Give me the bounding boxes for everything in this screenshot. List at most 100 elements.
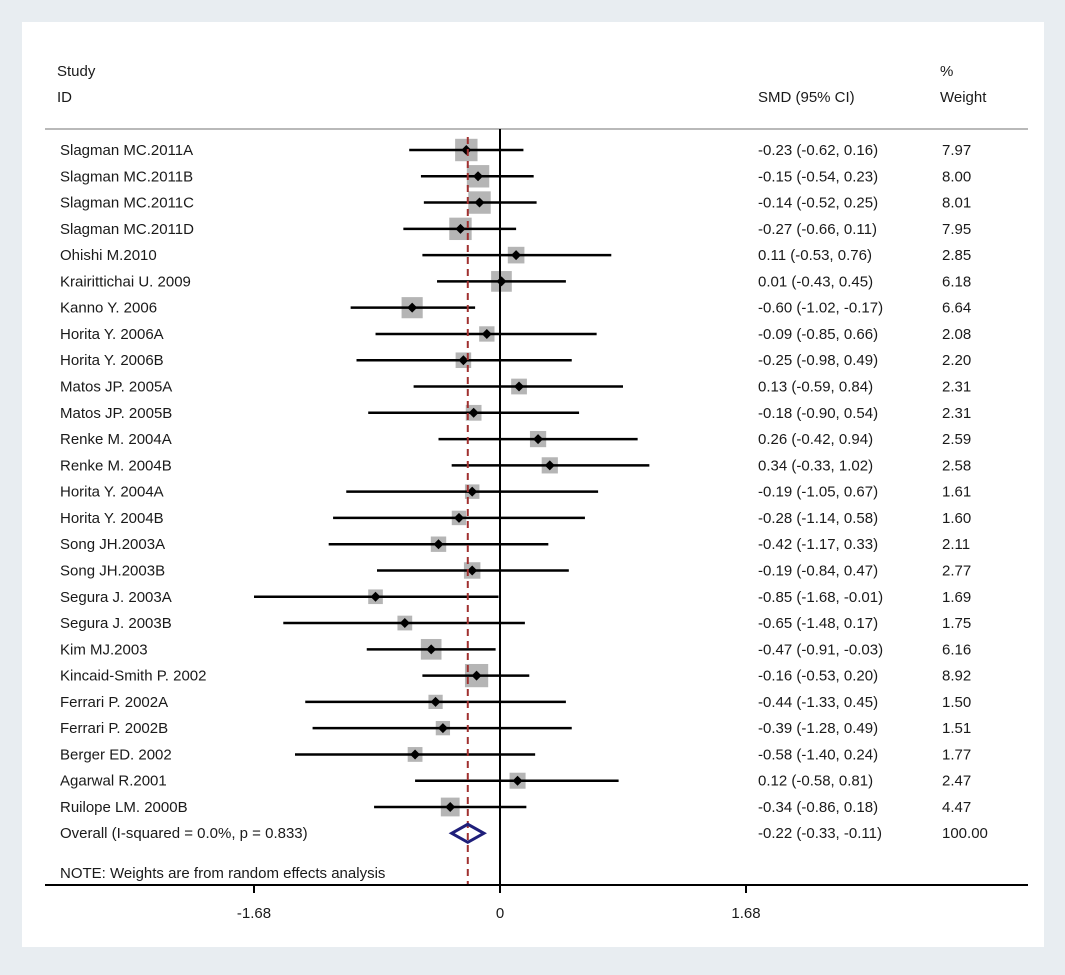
study-ci: -0.14 (-0.52, 0.25) <box>758 195 878 212</box>
study-ci: -0.15 (-0.54, 0.23) <box>758 168 878 185</box>
study-weight: 2.58 <box>942 457 971 474</box>
study-ci: 0.34 (-0.33, 1.02) <box>758 457 873 474</box>
study-weight: 1.69 <box>942 589 971 606</box>
study-weight: 1.60 <box>942 510 971 527</box>
study-ci: -0.25 (-0.98, 0.49) <box>758 352 878 369</box>
point-estimate <box>474 197 485 208</box>
point-estimate <box>407 302 418 313</box>
study-row: Horita Y. 2006A -0.09 (-0.85, 0.66) 2.08 <box>60 326 971 343</box>
study-ci: -0.47 (-0.91, -0.03) <box>758 641 883 658</box>
study-id: Berger ED. 2002 <box>60 746 172 763</box>
point-estimate <box>454 512 464 523</box>
point-estimate <box>533 434 544 445</box>
study-row: Matos JP. 2005A 0.13 (-0.59, 0.84) 2.31 <box>60 379 971 396</box>
study-rows: Slagman MC.2011A -0.23 (-0.62, 0.16) 7.97S… <box>60 138 971 817</box>
study-weight: 2.31 <box>942 379 971 396</box>
study-weight: 1.77 <box>942 746 971 763</box>
study-ci: -0.23 (-0.62, 0.16) <box>758 142 878 159</box>
header-id: ID <box>57 89 72 106</box>
point-estimate <box>461 145 472 155</box>
study-weight: 1.51 <box>942 720 971 737</box>
point-estimate <box>430 696 441 707</box>
point-estimate <box>514 381 525 392</box>
study-ci: -0.34 (-0.86, 0.18) <box>758 799 878 816</box>
study-id: Renke M. 2004B <box>60 457 172 474</box>
study-id: Kincaid-Smith P. 2002 <box>60 668 206 685</box>
study-weight: 6.64 <box>942 300 971 317</box>
point-estimate <box>467 486 478 497</box>
study-row: Ferrari P. 2002B -0.39 (-1.28, 0.49) 1.51 <box>60 720 971 737</box>
study-ci: -0.16 (-0.53, 0.20) <box>758 668 878 685</box>
study-row: Horita Y. 2006B -0.25 (-0.98, 0.49) 2.20 <box>60 352 971 369</box>
study-ci: 0.01 (-0.43, 0.45) <box>758 273 873 290</box>
study-id: Matos JP. 2005B <box>60 405 172 422</box>
study-row: Kincaid-Smith P. 2002 -0.16 (-0.53, 0.20)… <box>60 663 971 688</box>
study-weight: 1.50 <box>942 694 971 711</box>
study-weight: 8.00 <box>942 168 971 185</box>
study-id: Horita Y. 2004A <box>60 484 164 501</box>
point-estimate <box>468 407 479 418</box>
study-id: Ferrari P. 2002B <box>60 720 168 737</box>
study-row: Segura J. 2003B -0.65 (-1.48, 0.17) 1.75 <box>60 615 971 632</box>
study-ci: -0.58 (-1.40, 0.24) <box>758 746 878 763</box>
study-row: Matos JP. 2005B -0.18 (-0.90, 0.54) 2.31 <box>60 405 971 422</box>
study-ci: 0.11 (-0.53, 0.76) <box>758 247 872 264</box>
study-weight: 2.31 <box>942 405 971 422</box>
study-row: Kanno Y. 2006 -0.60 (-1.02, -0.17) 6.64 <box>60 297 971 319</box>
study-id: Renke M. 2004A <box>60 431 172 448</box>
study-id: Segura J. 2003B <box>60 615 172 632</box>
study-row: Slagman MC.2011A -0.23 (-0.62, 0.16) 7.97 <box>60 138 971 162</box>
study-ci: -0.65 (-1.48, 0.17) <box>758 615 878 632</box>
study-ci: 0.26 (-0.42, 0.94) <box>758 431 873 448</box>
study-weight: 4.47 <box>942 799 971 816</box>
header-effect: SMD (95% CI) <box>758 89 855 106</box>
study-ci: 0.12 (-0.58, 0.81) <box>758 773 873 790</box>
study-weight: 2.47 <box>942 773 971 790</box>
study-weight: 2.59 <box>942 431 971 448</box>
study-id: Song JH.2003A <box>60 536 165 553</box>
study-weight: 2.11 <box>942 536 970 553</box>
overall-label: Overall (I-squared = 0.0%, p = 0.833) <box>60 825 308 842</box>
header-weight-percent: % <box>940 63 953 80</box>
study-id: Agarwal R.2001 <box>60 773 167 790</box>
study-row: Song JH.2003A -0.42 (-1.17, 0.33) 2.11 <box>60 536 970 553</box>
study-ci: -0.60 (-1.02, -0.17) <box>758 300 883 317</box>
study-row: Kim MJ.2003 -0.47 (-0.91, -0.03) 6.16 <box>60 638 971 660</box>
study-weight: 2.77 <box>942 562 971 579</box>
point-estimate <box>512 775 523 786</box>
study-ci: -0.44 (-1.33, 0.45) <box>758 694 878 711</box>
x-tick-label: -1.68 <box>237 905 271 922</box>
point-estimate <box>437 723 448 734</box>
study-row: Krairittichai U. 2009 0.01 (-0.43, 0.45) 6… <box>60 271 971 292</box>
study-ci: -0.19 (-1.05, 0.67) <box>758 484 878 501</box>
overall-diamond <box>448 822 487 844</box>
study-row: Song JH.2003B -0.19 (-0.84, 0.47) 2.77 <box>60 562 971 579</box>
study-id: Ferrari P. 2002A <box>60 694 168 711</box>
study-id: Ruilope LM. 2000B <box>60 799 188 816</box>
study-weight: 2.08 <box>942 326 971 343</box>
point-estimate <box>471 670 482 681</box>
header: Study ID SMD (95% CI) % Weight <box>57 63 987 106</box>
point-estimate <box>496 276 507 287</box>
x-tick-label: 0 <box>496 905 504 922</box>
study-id: Slagman MC.2011A <box>60 142 193 159</box>
point-estimate <box>445 802 456 812</box>
study-weight: 6.18 <box>942 273 971 290</box>
point-estimate <box>426 644 437 655</box>
study-ci: -0.42 (-1.17, 0.33) <box>758 536 878 553</box>
x-axis-ticks: -1.68 0 1.68 <box>237 885 761 922</box>
study-id: Ohishi M.2010 <box>60 247 157 264</box>
study-row: Berger ED. 2002 -0.58 (-1.40, 0.24) 1.77 <box>60 746 971 763</box>
study-id: Slagman MC.2011C <box>60 195 194 212</box>
study-ci: -0.28 (-1.14, 0.58) <box>758 510 878 527</box>
point-estimate <box>433 539 444 550</box>
study-weight: 7.95 <box>942 221 971 238</box>
study-id: Horita Y. 2006B <box>60 352 164 369</box>
study-weight: 8.92 <box>942 668 971 685</box>
study-row: Agarwal R.2001 0.12 (-0.58, 0.81) 2.47 <box>60 772 971 790</box>
study-weight: 6.16 <box>942 641 971 658</box>
study-ci: -0.39 (-1.28, 0.49) <box>758 720 878 737</box>
note: NOTE: Weights are from random effects an… <box>60 865 385 882</box>
point-estimate <box>370 591 381 602</box>
header-weight: Weight <box>940 89 987 106</box>
